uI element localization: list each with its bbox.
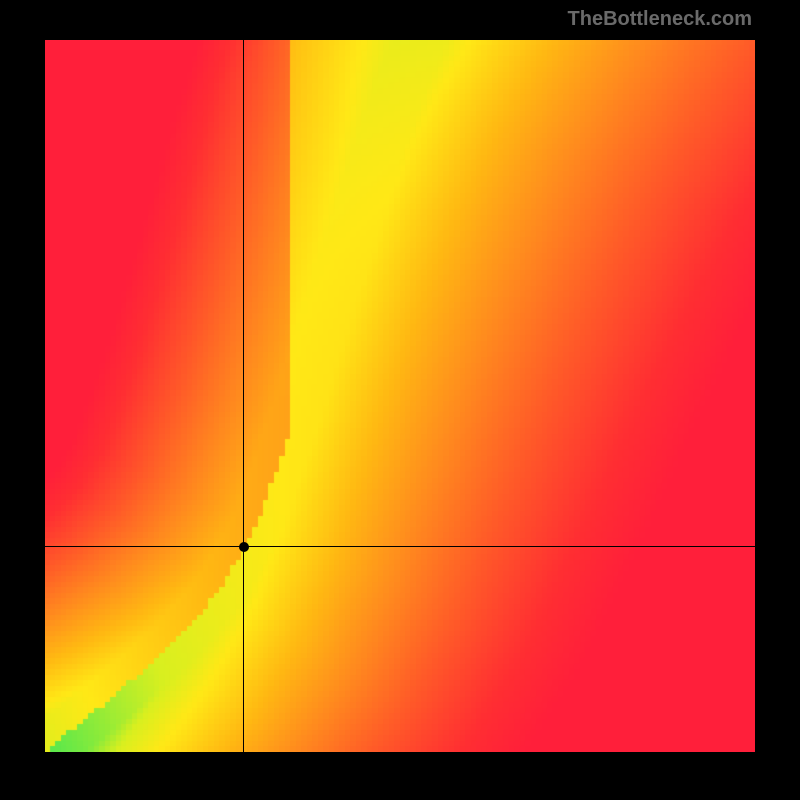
heatmap-plot	[45, 40, 755, 752]
heatmap-canvas	[45, 40, 755, 752]
crosshair-marker	[239, 542, 249, 552]
crosshair-vertical	[243, 40, 244, 752]
crosshair-horizontal	[45, 546, 755, 547]
watermark-text: TheBottleneck.com	[568, 8, 752, 31]
